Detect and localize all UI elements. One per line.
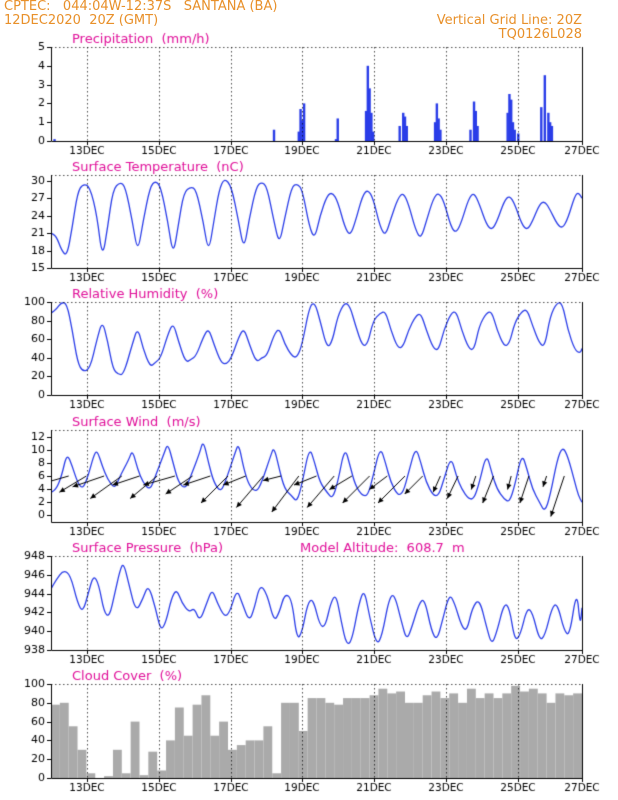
model-id-header: TQ0126L028 xyxy=(498,27,582,42)
station-header: CPTEC: 044:04W-12:37S SANTANA (BA) xyxy=(4,0,278,14)
grid-line-header: Vertical Grid Line: 20Z xyxy=(436,13,582,28)
run-date-header: 12DEC2020 20Z (GMT) xyxy=(4,13,159,28)
